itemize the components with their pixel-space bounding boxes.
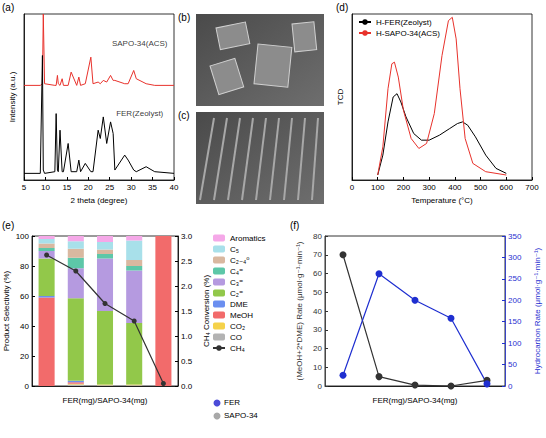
svg-text:3.0: 3.0 [181, 232, 193, 241]
svg-text:CO₂: CO₂ [230, 322, 245, 331]
svg-text:0: 0 [25, 382, 30, 391]
svg-text:300: 300 [508, 253, 522, 262]
svg-text:100: 100 [16, 232, 30, 241]
svg-text:C₄⁼: C₄⁼ [230, 267, 243, 276]
svg-text:70: 70 [313, 250, 322, 259]
svg-text:SAPO-34(ACS): SAPO-34(ACS) [112, 39, 168, 48]
svg-text:(c): (c) [178, 110, 190, 121]
svg-text:10: 10 [313, 363, 322, 372]
svg-text:Hydrocarbon Rate (μmol·g⁻¹·min: Hydrocarbon Rate (μmol·g⁻¹·min⁻¹) [533, 247, 542, 374]
svg-text:700: 700 [525, 183, 539, 192]
svg-text:TCD: TCD [336, 89, 345, 106]
svg-text:FER: FER [224, 398, 240, 407]
svg-text:100: 100 [508, 339, 522, 348]
svg-text:Product Selectivity (%): Product Selectivity (%) [2, 270, 11, 351]
svg-text:FER(mg)/SAPO-34(mg): FER(mg)/SAPO-34(mg) [63, 396, 148, 405]
svg-text:(b): (b) [178, 12, 190, 23]
svg-text:FER(mg)/SAPO-34(mg): FER(mg)/SAPO-34(mg) [373, 396, 458, 405]
svg-text:0: 0 [508, 382, 513, 391]
svg-text:5: 5 [22, 183, 27, 192]
svg-text:250: 250 [508, 274, 522, 283]
svg-text:100: 100 [371, 183, 385, 192]
svg-text:35: 35 [148, 183, 157, 192]
svg-text:2.0: 2.0 [181, 282, 193, 291]
svg-text:60: 60 [20, 292, 29, 301]
svg-text:CH₄ Conversion (%): CH₄ Conversion (%) [202, 275, 211, 348]
svg-text:(MeOH+2*DME) Rate (μmol·g⁻¹·mi: (MeOH+2*DME) Rate (μmol·g⁻¹·min⁻¹) [295, 241, 304, 380]
svg-text:FER(Zeolyst): FER(Zeolyst) [116, 109, 163, 118]
svg-text:SAPO-34: SAPO-34 [224, 411, 258, 420]
svg-text:0: 0 [350, 183, 355, 192]
svg-text:0.5: 0.5 [181, 357, 193, 366]
svg-text:C₂⁼: C₂⁼ [230, 289, 243, 298]
svg-text:H-FER(Zeolyst): H-FER(Zeolyst) [376, 18, 432, 27]
svg-text:50: 50 [313, 288, 322, 297]
svg-text:0.0: 0.0 [181, 382, 193, 391]
svg-text:300: 300 [422, 183, 436, 192]
svg-text:350: 350 [508, 232, 522, 241]
svg-text:30: 30 [313, 325, 322, 334]
svg-text:C₃⁼: C₃⁼ [230, 278, 243, 287]
svg-text:Temperature (°C): Temperature (°C) [411, 196, 473, 205]
svg-text:MeOH: MeOH [230, 311, 253, 320]
svg-text:80: 80 [20, 262, 29, 271]
svg-text:40: 40 [313, 307, 322, 316]
svg-text:200: 200 [508, 296, 522, 305]
svg-text:2.5: 2.5 [181, 257, 193, 266]
svg-text:(d): (d) [336, 2, 348, 13]
svg-text:CH₄: CH₄ [230, 344, 245, 353]
svg-text:H-SAPO-34(ACS): H-SAPO-34(ACS) [376, 29, 440, 38]
svg-text:Intensity (a.u.): Intensity (a.u.) [8, 71, 17, 122]
svg-text:30: 30 [127, 183, 136, 192]
svg-text:C₂₋₄⁰: C₂₋₄⁰ [230, 256, 250, 265]
svg-text:DME: DME [230, 300, 248, 309]
svg-text:150: 150 [508, 317, 522, 326]
svg-text:20: 20 [313, 344, 322, 353]
svg-text:(a): (a) [2, 2, 14, 13]
svg-text:0: 0 [318, 382, 323, 391]
svg-text:1.5: 1.5 [181, 307, 193, 316]
svg-text:15: 15 [62, 183, 71, 192]
svg-text:Aromatics: Aromatics [230, 234, 266, 243]
svg-text:40: 40 [170, 183, 179, 192]
svg-text:400: 400 [448, 183, 462, 192]
svg-text:20: 20 [20, 352, 29, 361]
svg-text:(f): (f) [290, 220, 299, 231]
svg-text:25: 25 [105, 183, 114, 192]
svg-text:20: 20 [84, 183, 93, 192]
svg-text:10: 10 [41, 183, 50, 192]
svg-text:80: 80 [313, 232, 322, 241]
svg-text:C₅: C₅ [230, 245, 239, 254]
svg-text:CO: CO [230, 333, 242, 342]
svg-text:(e): (e) [2, 220, 14, 231]
svg-text:50: 50 [508, 360, 517, 369]
svg-text:200: 200 [397, 183, 411, 192]
svg-text:40: 40 [20, 322, 29, 331]
svg-text:60: 60 [313, 269, 322, 278]
svg-text:1.0: 1.0 [181, 332, 193, 341]
svg-text:2 theta (degree): 2 theta (degree) [71, 196, 128, 205]
svg-text:500: 500 [474, 183, 488, 192]
svg-text:600: 600 [500, 183, 514, 192]
